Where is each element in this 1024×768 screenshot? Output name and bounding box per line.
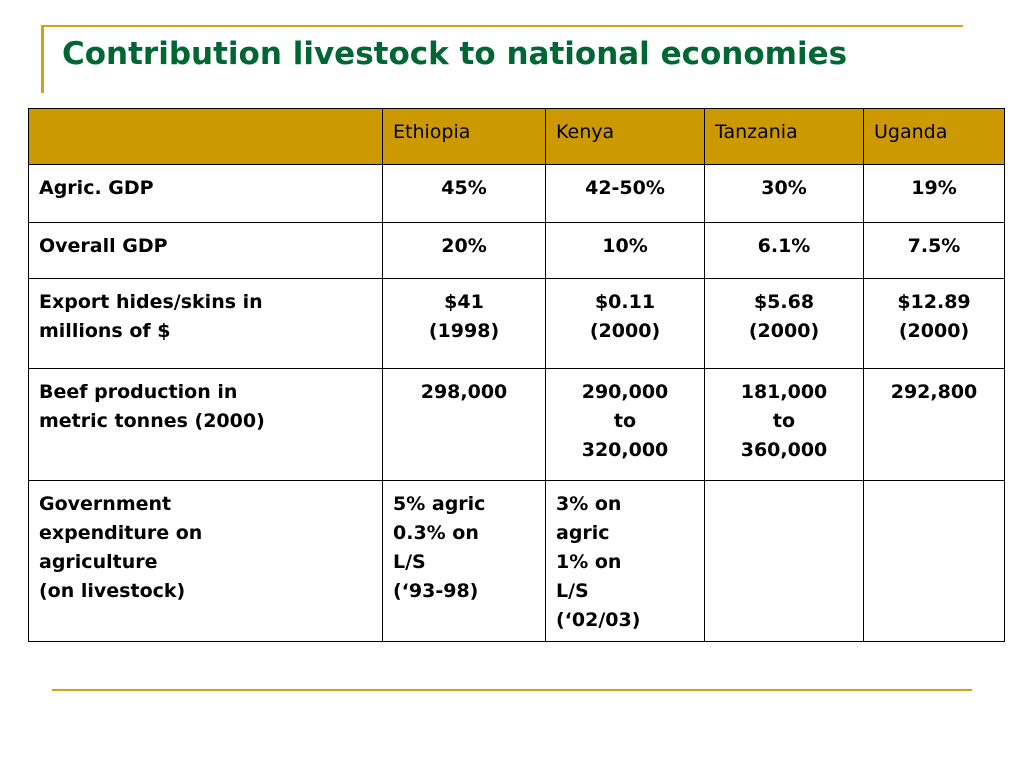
- table-row-beef-production: Beef production in metric tonnes (2000) …: [28, 368, 1005, 481]
- row-label: Beef production in metric tonnes (2000): [28, 368, 383, 481]
- cell-tanzania: 181,000 to 360,000: [704, 368, 864, 481]
- row-label: Agric. GDP: [28, 164, 383, 223]
- slide-title: Contribution livestock to national econo…: [62, 36, 848, 72]
- row-label: Export hides/skins in millions of $: [28, 278, 383, 369]
- table-row-agric-gdp: Agric. GDP 45% 42-50% 30% 19%: [28, 164, 1005, 223]
- cell-uganda: [863, 480, 1005, 642]
- cell-kenya: 3% on agric 1% on L/S (‘02/03): [545, 480, 705, 642]
- table-row-overall-gdp: Overall GDP 20% 10% 6.1% 7.5%: [28, 222, 1005, 279]
- top-accent-rule: [41, 25, 963, 27]
- cell-uganda: 292,800: [863, 368, 1005, 481]
- cell-ethiopia: 298,000: [382, 368, 546, 481]
- cell-kenya: 42-50%: [545, 164, 705, 223]
- bottom-accent-rule: [52, 689, 972, 691]
- row-label: Overall GDP: [28, 222, 383, 279]
- cell-uganda: $12.89 (2000): [863, 278, 1005, 369]
- cell-tanzania: [704, 480, 864, 642]
- cell-tanzania: 30%: [704, 164, 864, 223]
- cell-tanzania: 6.1%: [704, 222, 864, 279]
- row-label: Government expenditure on agriculture (o…: [28, 480, 383, 642]
- cell-kenya: 290,000 to 320,000: [545, 368, 705, 481]
- left-accent-rule: [41, 25, 44, 93]
- table-row-export-hides: Export hides/skins in millions of $ $41 …: [28, 278, 1005, 369]
- header-ethiopia: Ethiopia: [382, 108, 546, 165]
- table-row-government-expenditure: Government expenditure on agriculture (o…: [28, 480, 1005, 642]
- header-corner-cell: [28, 108, 383, 165]
- cell-kenya: $0.11 (2000): [545, 278, 705, 369]
- cell-uganda: 19%: [863, 164, 1005, 223]
- table-header-row: Ethiopia Kenya Tanzania Uganda: [28, 108, 1005, 165]
- livestock-contribution-table: Ethiopia Kenya Tanzania Uganda Agric. GD…: [28, 108, 1005, 642]
- cell-tanzania: $5.68 (2000): [704, 278, 864, 369]
- cell-uganda: 7.5%: [863, 222, 1005, 279]
- cell-ethiopia: 45%: [382, 164, 546, 223]
- header-kenya: Kenya: [545, 108, 705, 165]
- cell-kenya: 10%: [545, 222, 705, 279]
- cell-ethiopia: 20%: [382, 222, 546, 279]
- cell-ethiopia: $41 (1998): [382, 278, 546, 369]
- header-tanzania: Tanzania: [704, 108, 864, 165]
- header-uganda: Uganda: [863, 108, 1005, 165]
- cell-ethiopia: 5% agric 0.3% on L/S (‘93-98): [382, 480, 546, 642]
